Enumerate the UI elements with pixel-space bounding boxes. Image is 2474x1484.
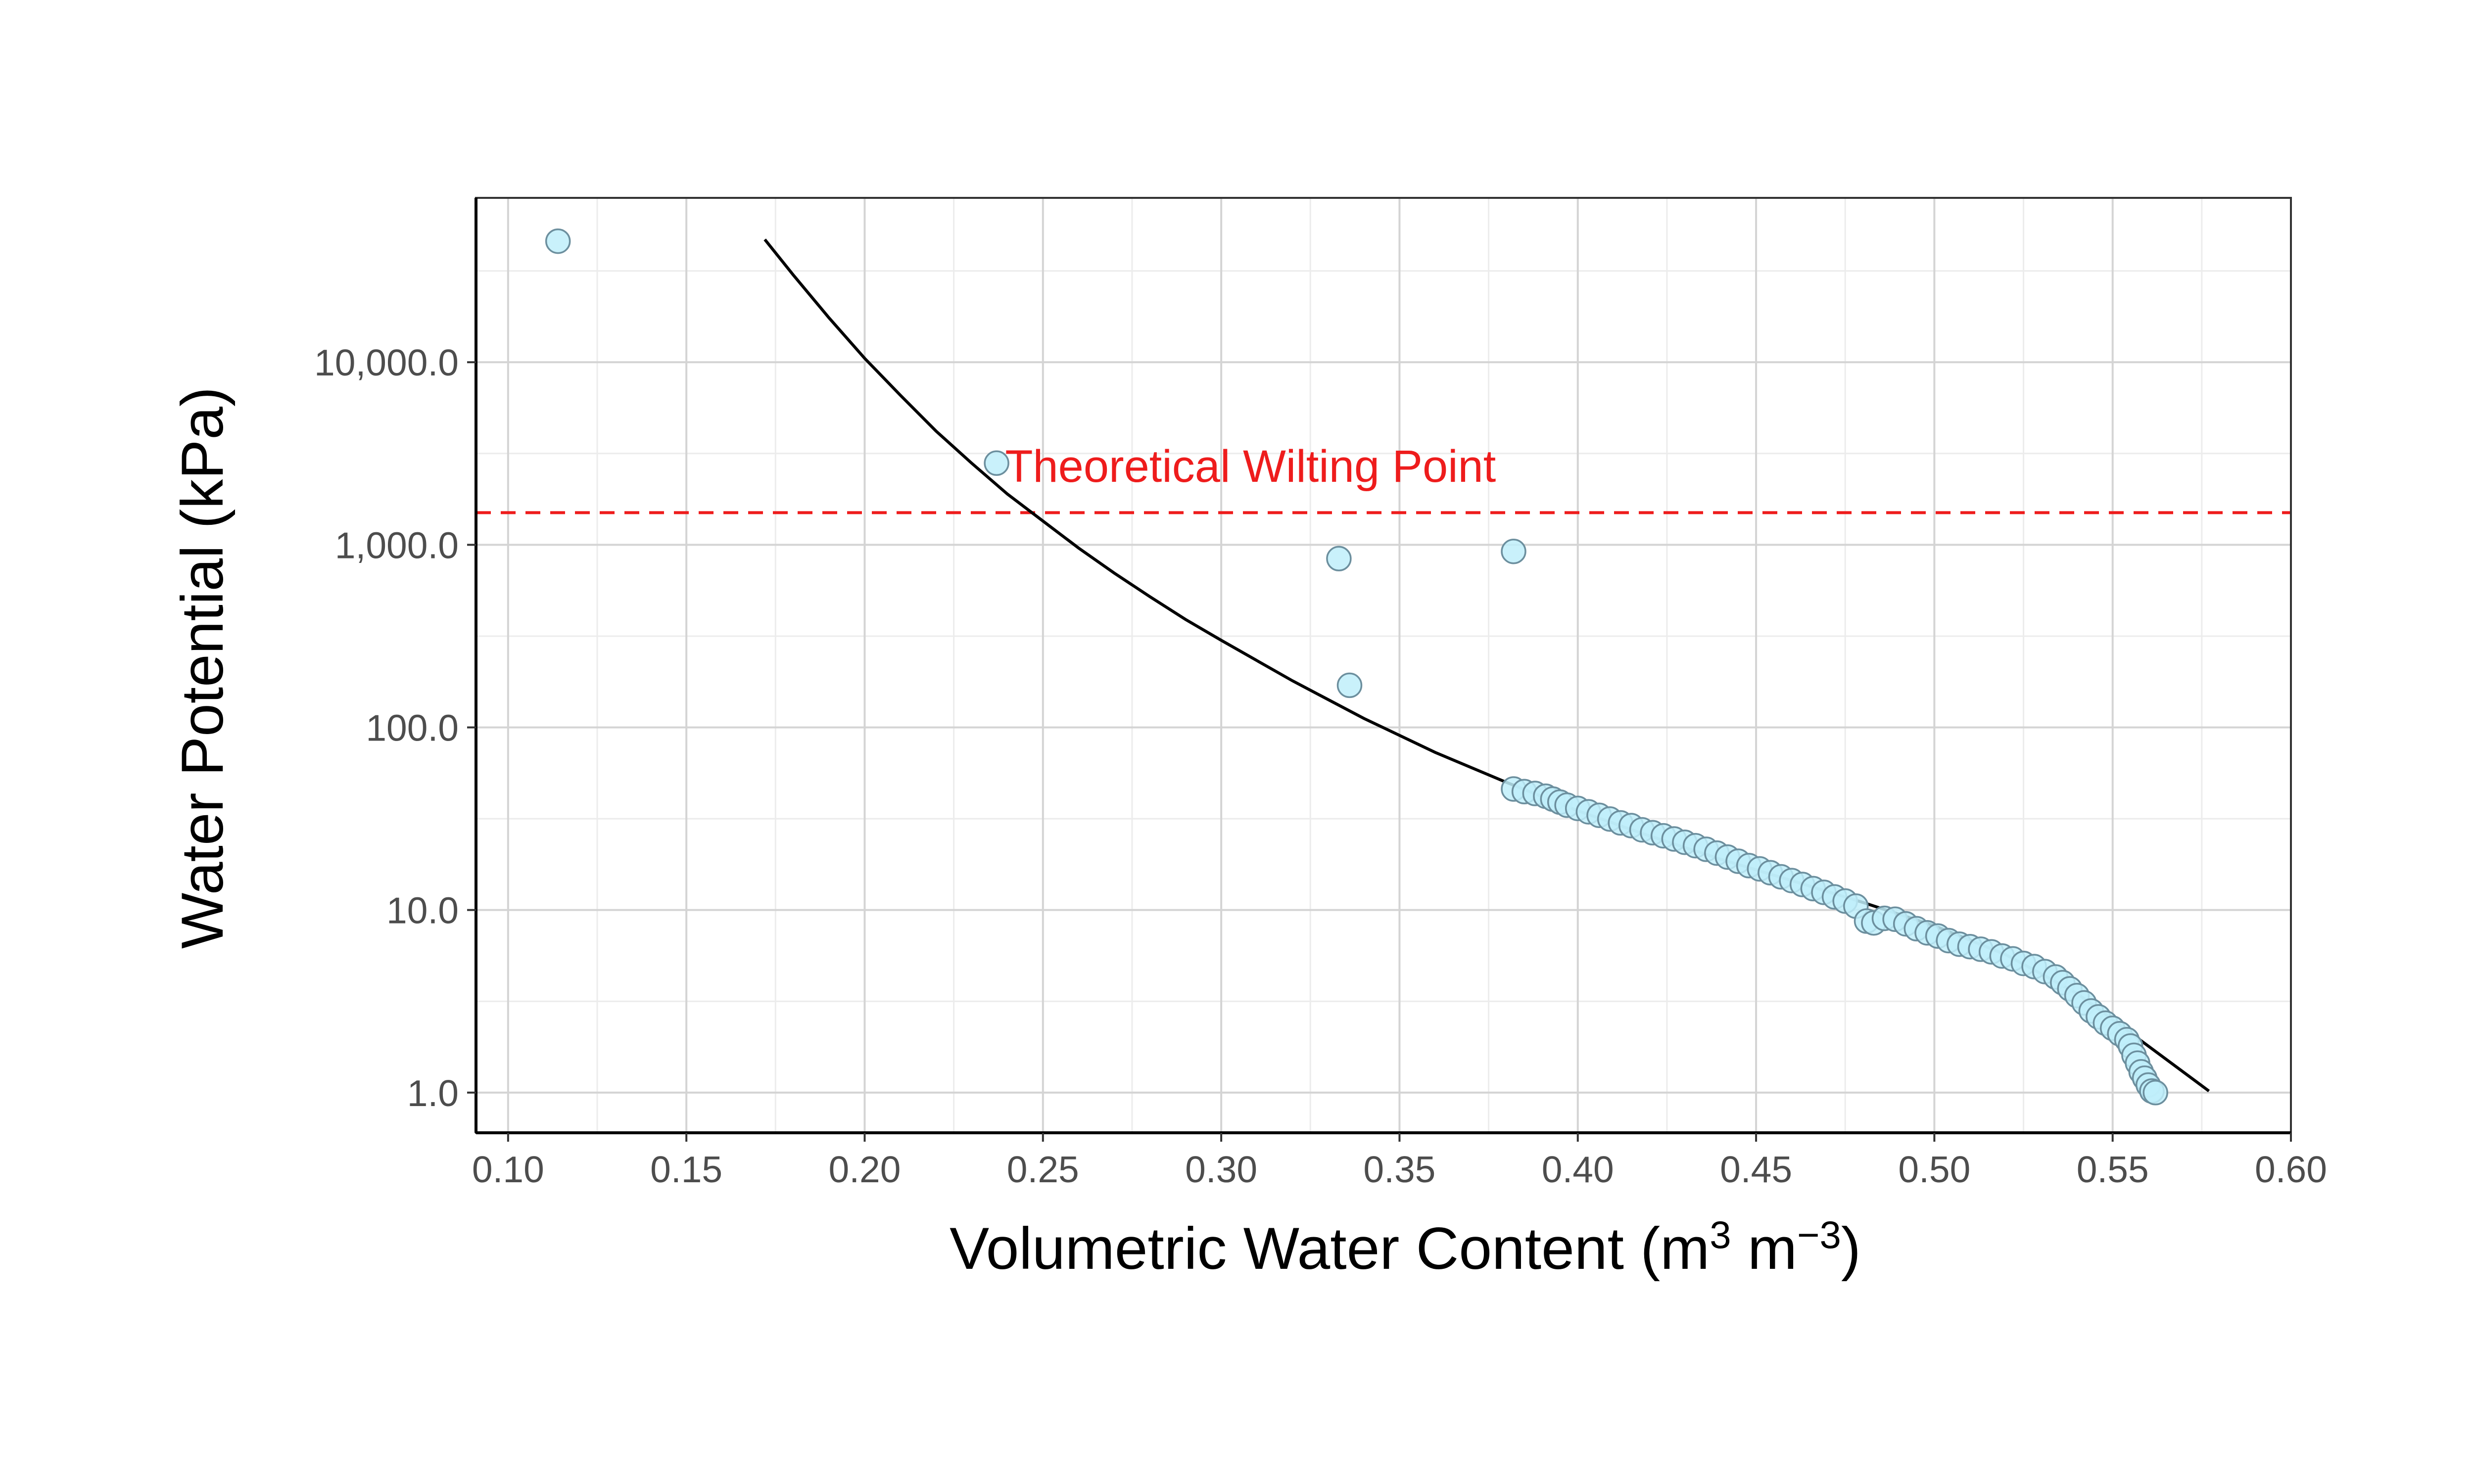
x-tick-label: 0.50 <box>1898 1149 1970 1190</box>
data-points <box>545 228 2168 1106</box>
data-point <box>2142 1080 2168 1106</box>
x-axis-title: Volumetric Water Content (m3 m−3) <box>950 1213 1861 1282</box>
y-axis-title: Water Potential (kPa) <box>169 387 236 949</box>
y-tick-label: 10.0 <box>386 890 459 931</box>
x-tick-label: 0.20 <box>828 1149 901 1190</box>
wilting-point-label: Theoretical Wilting Point <box>1005 441 1496 492</box>
reference-line-group: Theoretical Wilting Point <box>476 441 2291 514</box>
x-tick-label: 0.25 <box>1007 1149 1079 1190</box>
data-point <box>984 450 1009 476</box>
y-tick-label: 1.0 <box>407 1072 459 1114</box>
axes <box>467 197 2292 1142</box>
grid <box>476 198 2292 1133</box>
data-point <box>1336 672 1363 698</box>
plot-background <box>476 198 2291 1133</box>
data-point <box>545 228 571 254</box>
x-tick-label: 0.40 <box>1542 1149 1614 1190</box>
tick-labels: 0.10 0.15 0.20 0.25 0.30 0.35 0.40 0.45 0.50 0.55… <box>314 342 2327 1190</box>
y-tick-label: 1,000.0 <box>335 524 459 566</box>
data-point <box>1501 538 1526 564</box>
x-tick-label: 0.35 <box>1363 1149 1435 1190</box>
data-point <box>1326 546 1352 572</box>
x-tick-label: 0.45 <box>1720 1149 1792 1190</box>
x-tick-label: 0.60 <box>2255 1149 2327 1190</box>
x-tick-label: 0.10 <box>472 1149 544 1190</box>
x-tick-label: 0.30 <box>1185 1149 1257 1190</box>
y-tick-label: 10,000.0 <box>314 342 459 383</box>
y-tick-label: 100.0 <box>366 707 459 749</box>
x-tick-label: 0.15 <box>650 1149 722 1190</box>
x-tick-label: 0.55 <box>2077 1149 2149 1190</box>
